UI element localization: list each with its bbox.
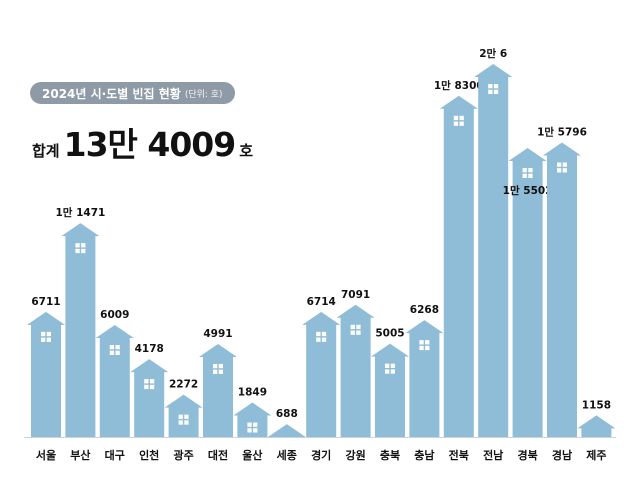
bar-5 [199,343,237,437]
house-bar [199,343,237,437]
category-label: 세종 [277,448,297,462]
category-label: 인천 [139,448,159,462]
house-bar [130,359,169,437]
category-label: 서울 [36,448,56,462]
category-label: 경북 [517,448,537,462]
category-label: 전남 [483,448,503,462]
total-unit: 호 [239,142,254,160]
bar-6 [233,402,272,437]
house-bar [543,142,581,437]
window-icon [488,84,499,94]
total-summary: 합계 13만 4009 호 [32,118,253,166]
window-icon [316,331,327,342]
house-bar [336,304,375,437]
chart-title: 2024년 시·도별 빈집 현황 [42,86,181,101]
value-label: 2272 [169,379,198,391]
bar-7 [267,424,306,438]
category-label: 충남 [414,448,434,462]
value-label: 1만 1471 [55,206,105,219]
window-icon [41,331,51,342]
value-label: 1만 8300 [434,79,484,92]
window-icon [522,167,533,178]
value-label: 6268 [410,304,439,316]
window-icon [75,243,86,254]
value-label: 4178 [135,343,164,355]
value-label: 1만 5502 [503,184,553,197]
category-label: 경기 [311,448,331,462]
bar-2 [95,324,134,437]
bar-16 [577,415,616,437]
window-icon [453,115,464,126]
bar-12 [439,95,478,437]
bar-3 [130,359,169,437]
window-icon [350,324,361,335]
category-label: 대구 [105,448,125,462]
bar-14 [508,147,547,437]
window-icon [109,344,120,355]
house-bar [302,311,341,437]
window-icon [213,363,223,374]
chart-title-pill: 2024년 시·도별 빈집 현황 (단위: 호) [30,82,235,104]
value-label: 6711 [31,296,60,308]
bar-11 [405,320,444,437]
house-bar [233,402,272,437]
window-icon [247,422,258,433]
house-bar [267,424,306,438]
total-value: 13만 4009 [63,125,237,164]
bar-15 [543,142,581,437]
value-label: 6009 [100,309,129,321]
value-label: 2만 6 [479,47,507,60]
bar-0 [27,311,65,437]
category-label: 울산 [242,448,262,462]
category-label: 제주 [586,448,606,462]
window-icon [557,162,567,173]
window-icon [385,363,395,374]
house-bar [577,415,616,437]
value-label: 6714 [307,296,336,308]
window-icon [144,379,155,390]
category-label: 충북 [380,448,400,462]
category-label: 강원 [345,448,365,462]
house-bar [27,311,65,437]
bar-10 [371,343,409,437]
category-label: 전북 [449,448,469,462]
value-label: 1849 [238,387,267,399]
window-icon [419,340,430,351]
bar-9 [336,304,375,437]
category-label: 부산 [70,448,90,462]
value-label: 1만 5796 [537,125,587,138]
value-label: 7091 [341,289,370,301]
bar-13 [474,64,513,437]
value-label: 1158 [582,399,611,411]
window-icon [178,414,189,425]
category-label: 광주 [173,449,193,462]
house-bar [508,147,547,437]
bar-4 [164,394,203,437]
house-bar [371,343,409,437]
total-label: 합계 [32,142,60,160]
category-label: 대전 [208,448,228,462]
bar-8 [302,311,341,437]
chart-unit: (단위: 호) [184,89,223,100]
value-label: 4991 [203,328,232,340]
house-bar [474,64,513,437]
category-label: 경남 [552,448,572,462]
house-bar [95,324,134,437]
value-label: 688 [276,408,298,420]
house-bar [405,320,444,437]
value-label: 5005 [375,328,404,340]
house-bar [61,223,100,437]
house-bar [439,95,478,437]
bar-1 [61,223,100,437]
